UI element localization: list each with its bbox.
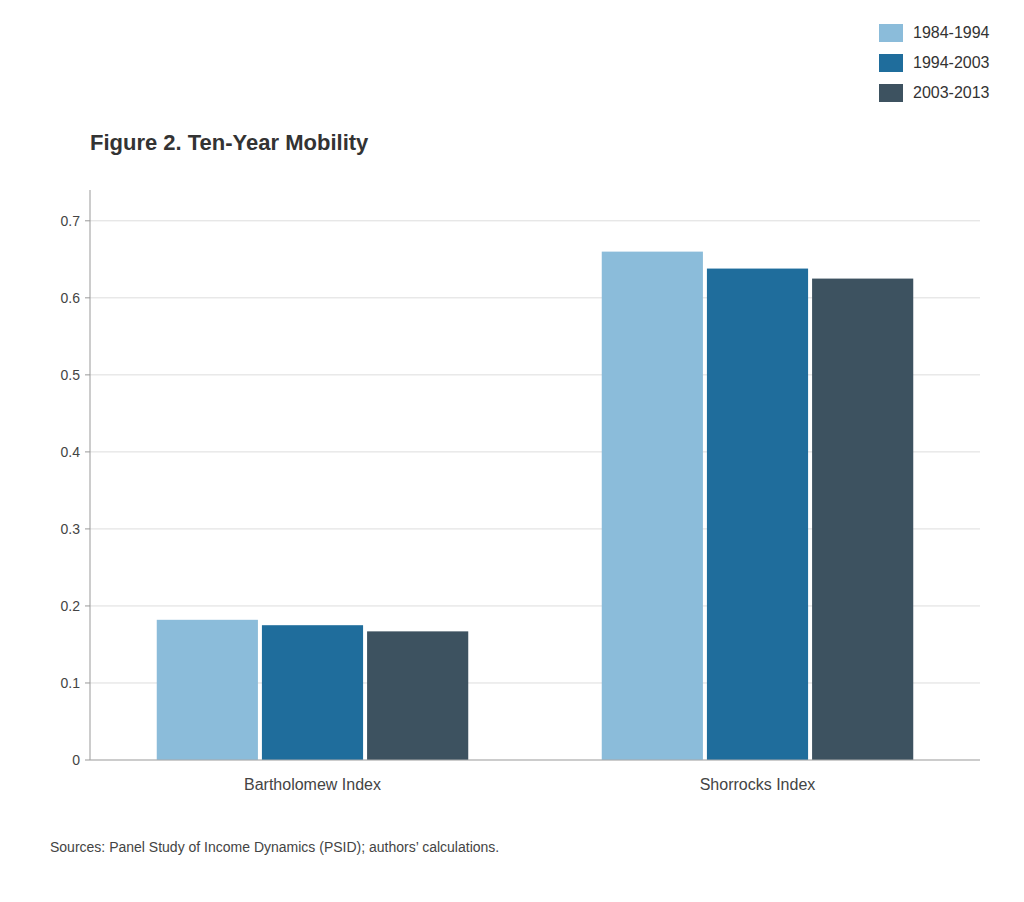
legend-label: 1984-1994 xyxy=(913,24,990,41)
bar xyxy=(812,279,913,760)
chart: Figure 2. Ten-Year Mobility 1984-1994 1994… xyxy=(0,0,1024,902)
annotation: Sources: Panel Study of Income Dynamics … xyxy=(50,839,499,855)
title: Figure 2. Ten-Year Mobility xyxy=(90,130,369,155)
y-tick xyxy=(85,297,90,298)
x-axis: Bartholomew Index Shorrocks Index xyxy=(90,760,980,793)
y-tick xyxy=(85,220,90,221)
grid-line xyxy=(90,760,980,761)
y-axis-line xyxy=(90,190,91,760)
grid xyxy=(90,221,980,760)
legend: 1984-1994 1994-2003 2003-2013 xyxy=(879,24,990,102)
x-tick-label: Bartholomew Index xyxy=(244,776,381,793)
y-tick-label: 0.3 xyxy=(61,521,81,537)
y-tick-label: 0.5 xyxy=(61,367,81,383)
legend-label: 2003-2013 xyxy=(913,84,990,101)
y-tick-label: 0.2 xyxy=(61,598,81,614)
bar xyxy=(602,252,703,760)
y-tick xyxy=(85,760,90,761)
y-tick xyxy=(85,605,90,606)
legend-label: 1994-2003 xyxy=(913,54,990,71)
y-tick xyxy=(85,528,90,529)
bar xyxy=(262,625,363,760)
y-tick-label: 0.1 xyxy=(61,675,81,691)
bar xyxy=(707,269,808,760)
legend-swatch xyxy=(879,24,903,42)
grid-line xyxy=(90,220,980,221)
y-tick xyxy=(85,682,90,683)
bar xyxy=(367,631,468,760)
legend-swatch xyxy=(879,54,903,72)
y-tick-label: 0.6 xyxy=(61,290,81,306)
y-tick-label: 0.4 xyxy=(61,444,81,460)
bar xyxy=(157,620,258,760)
y-tick xyxy=(85,374,90,375)
y-tick-label: 0.7 xyxy=(61,213,81,229)
y-tick xyxy=(85,451,90,452)
y-axis: 0 0.1 0.2 0.3 0.4 0.5 0.6 0.7 xyxy=(61,190,90,768)
x-tick-label: Shorrocks Index xyxy=(700,776,816,793)
x-axis-line xyxy=(90,760,980,761)
bars xyxy=(157,252,914,760)
legend-swatch xyxy=(879,84,903,102)
y-tick-label: 0 xyxy=(72,752,80,768)
